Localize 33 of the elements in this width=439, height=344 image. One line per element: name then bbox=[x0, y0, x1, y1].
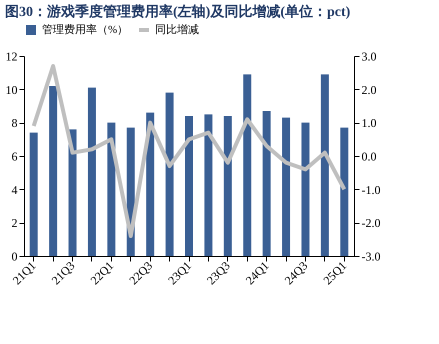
bar bbox=[224, 116, 232, 256]
y2-tick-label: 2.0 bbox=[362, 82, 376, 97]
y-tick-label: 10 bbox=[6, 82, 18, 97]
y-tick-label: 0 bbox=[12, 250, 18, 264]
y2-tick-label: 1.0 bbox=[362, 116, 376, 130]
bar bbox=[282, 118, 290, 256]
y-tick-label: 4 bbox=[12, 182, 18, 197]
bar bbox=[49, 86, 58, 256]
legend-label: 同比增减 bbox=[155, 23, 199, 36]
bar bbox=[340, 128, 348, 256]
y2-tick-label: -2.0 bbox=[362, 216, 380, 230]
chart-title: 图30：游戏季度管理费用率(左轴)及同比增减(单位：pct) bbox=[5, 3, 351, 20]
bar bbox=[107, 122, 116, 256]
y2-tick-label: 3.0 bbox=[362, 50, 376, 64]
y-tick-label: 12 bbox=[6, 50, 18, 64]
bar bbox=[166, 92, 174, 256]
legend-label: 管理费用率（%） bbox=[42, 23, 128, 36]
y-tick-label: 8 bbox=[12, 116, 18, 130]
bar bbox=[185, 116, 193, 256]
bar bbox=[68, 129, 77, 256]
y2-tick-label: -1.0 bbox=[362, 182, 380, 197]
bar bbox=[204, 114, 212, 256]
y2-tick-label: 0.0 bbox=[362, 150, 376, 164]
bar bbox=[88, 88, 96, 256]
y2-tick-label: -3.0 bbox=[362, 250, 380, 264]
y-tick-label: 2 bbox=[12, 216, 18, 230]
bar bbox=[262, 111, 271, 256]
bar bbox=[320, 74, 329, 256]
y-tick-label: 6 bbox=[12, 150, 18, 164]
bar bbox=[243, 74, 252, 256]
line-series bbox=[32, 64, 346, 238]
bar bbox=[301, 122, 310, 256]
bar bbox=[30, 132, 38, 256]
